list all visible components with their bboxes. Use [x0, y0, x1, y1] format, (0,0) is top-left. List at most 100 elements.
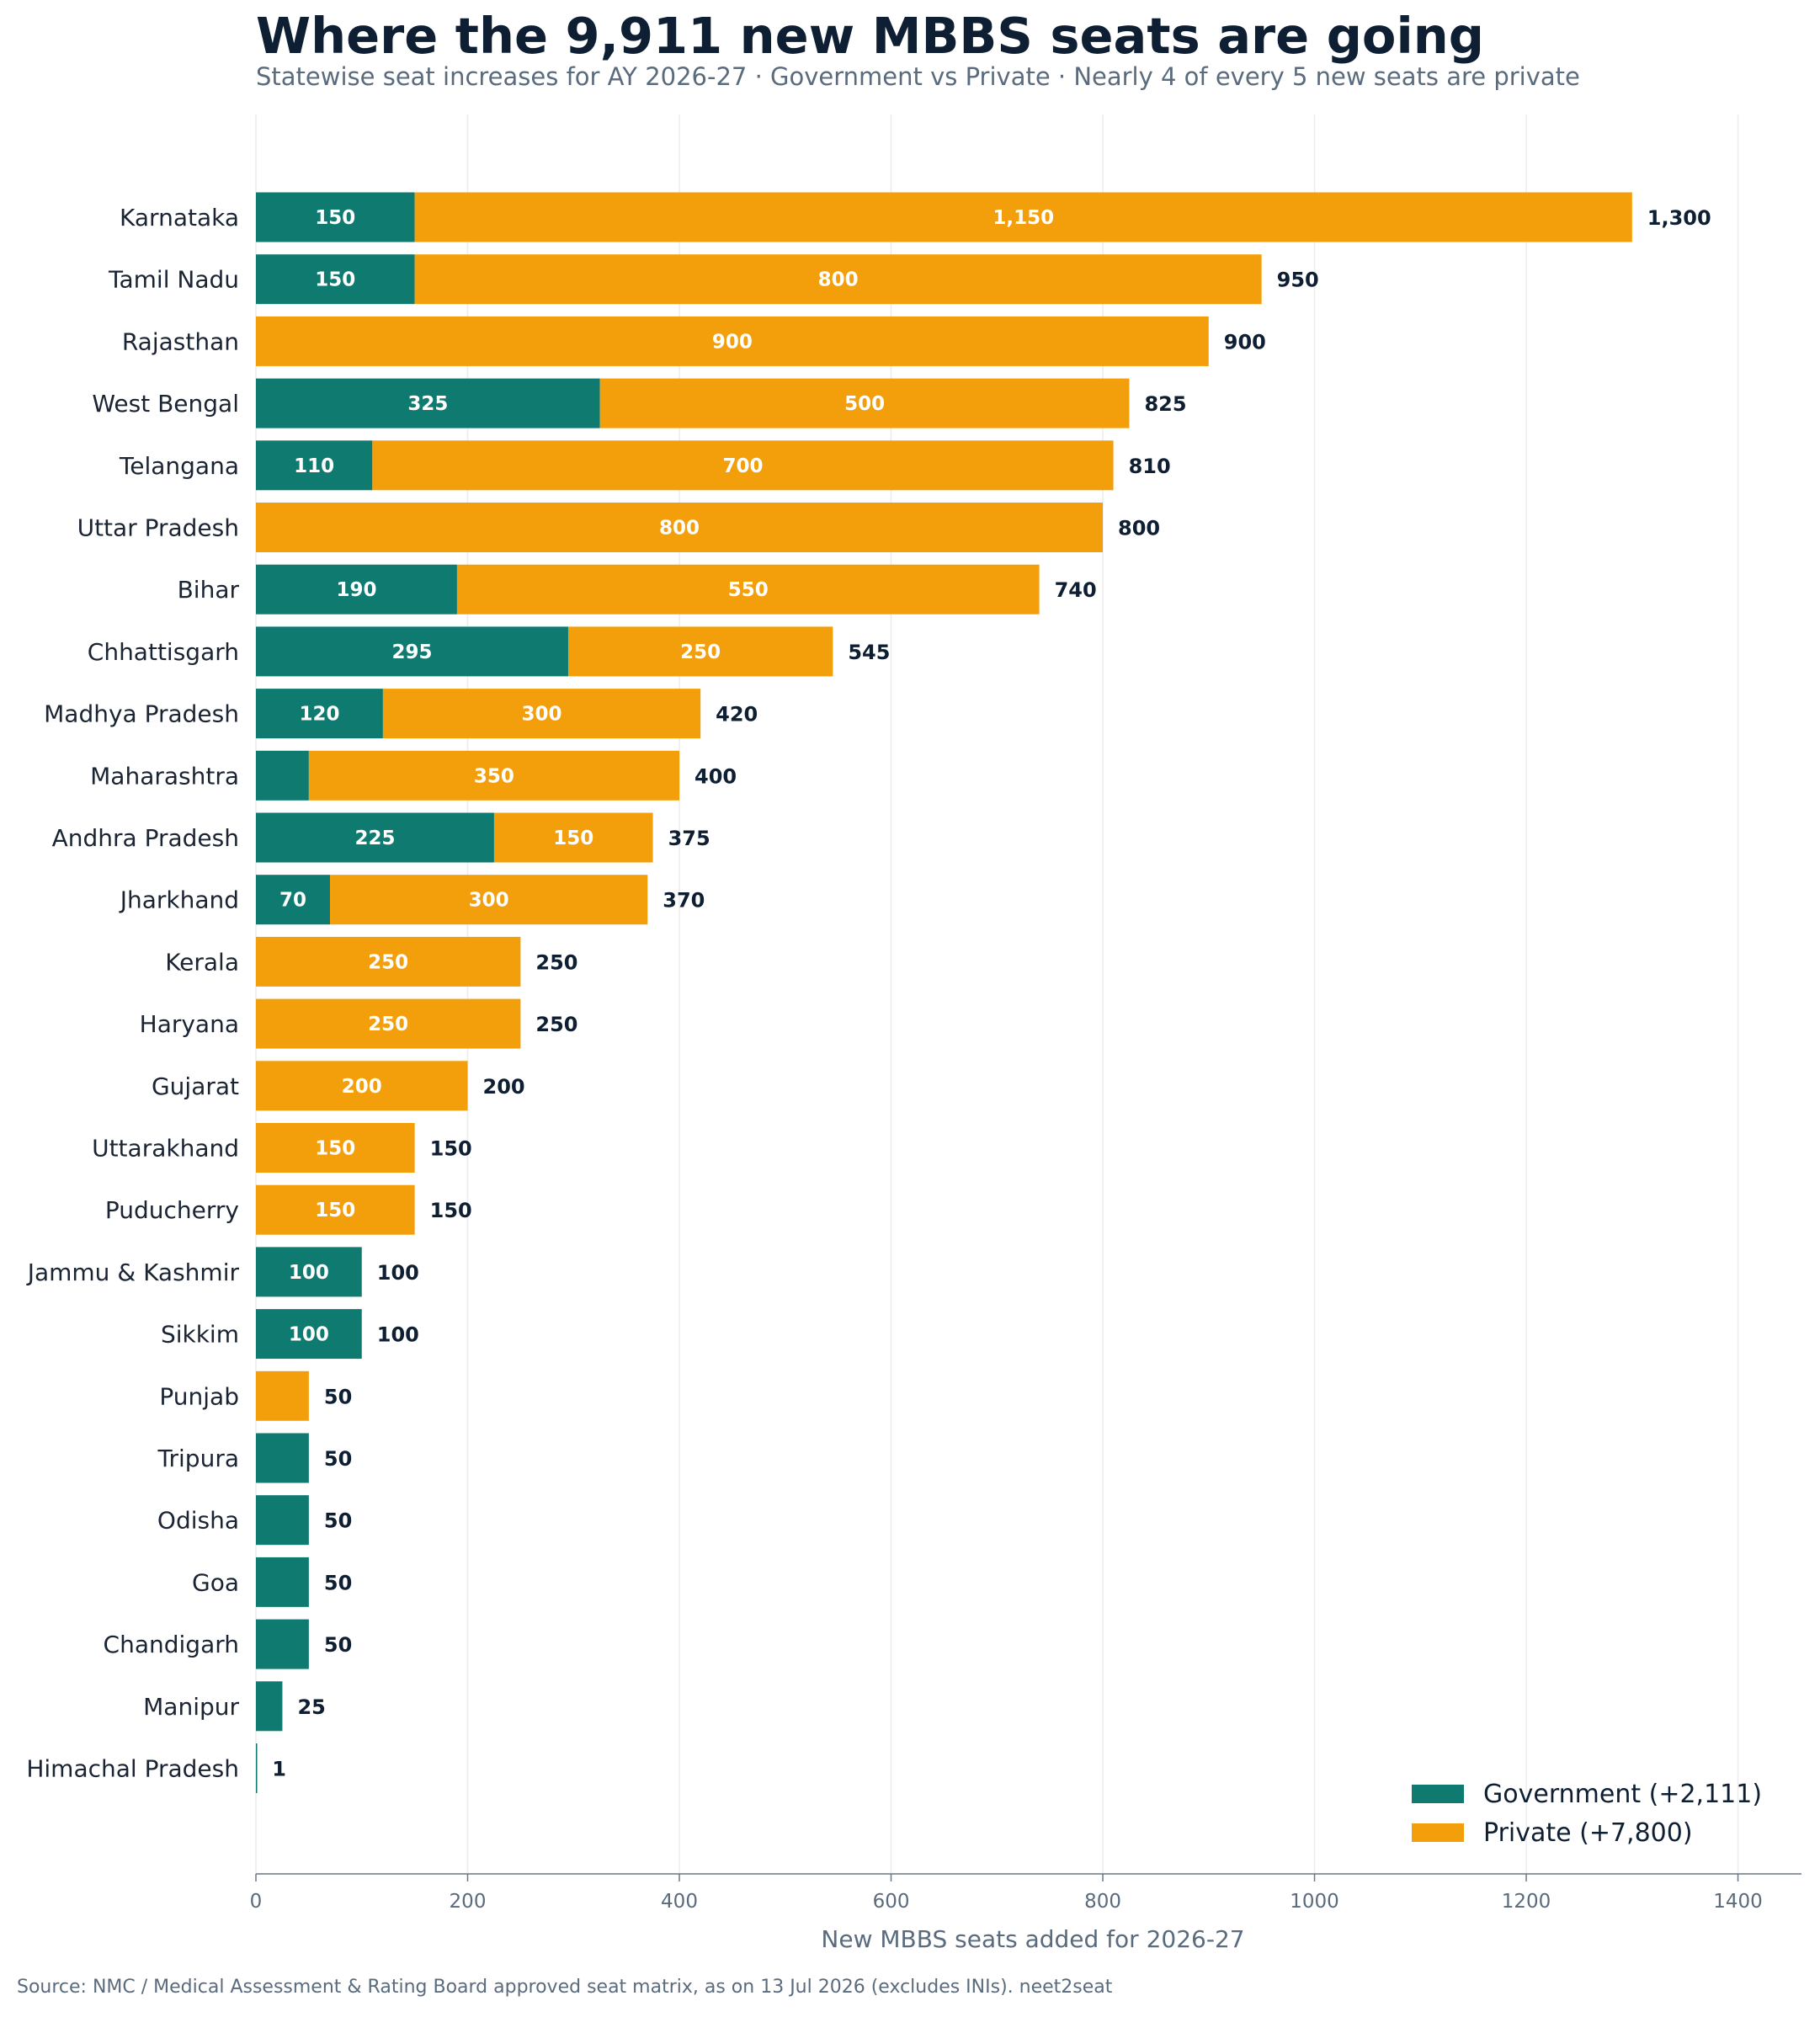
- state-label: Bihar: [178, 576, 240, 604]
- bar-government: [256, 1247, 362, 1297]
- state-label: Puducherry: [105, 1196, 239, 1224]
- x-tick-label: 200: [450, 1891, 487, 1913]
- private-value-label: 900: [712, 331, 753, 353]
- total-value-label: 50: [324, 1447, 352, 1471]
- state-label: Goa: [192, 1568, 239, 1596]
- bar-private: [256, 1184, 415, 1235]
- total-value-label: 1,300: [1647, 206, 1711, 230]
- bar-government: [256, 440, 373, 491]
- total-value-label: 50: [324, 1633, 352, 1657]
- private-value-label: 1,150: [992, 207, 1054, 229]
- state-label: Uttarakhand: [92, 1135, 239, 1163]
- bar-government: [256, 1495, 309, 1546]
- total-value-label: 250: [535, 1013, 577, 1036]
- total-value-label: 800: [1118, 517, 1160, 540]
- government-value-label: 110: [294, 455, 334, 477]
- private-value-label: 150: [315, 1138, 355, 1160]
- private-value-label: 300: [522, 704, 562, 726]
- government-value-label: 150: [315, 269, 355, 291]
- bar-government: [256, 1743, 258, 1793]
- state-label: Sikkim: [161, 1321, 239, 1349]
- total-value-label: 250: [535, 950, 577, 974]
- bar-private: [256, 1123, 415, 1173]
- private-value-label: 550: [728, 579, 769, 601]
- state-label: Madhya Pradesh: [44, 700, 239, 728]
- private-value-label: 800: [659, 518, 700, 540]
- bar-private: [567, 626, 833, 677]
- state-label: Uttar Pradesh: [77, 514, 239, 542]
- bar-private: [256, 1370, 309, 1421]
- bar-government: [256, 1309, 362, 1360]
- bar-private: [256, 998, 521, 1049]
- government-value-label: 70: [279, 890, 306, 912]
- state-label: Tamil Nadu: [108, 266, 239, 294]
- bars: [256, 192, 1632, 1793]
- private-value-label: 200: [342, 1076, 382, 1098]
- total-value-label: 50: [324, 1509, 352, 1533]
- private-value-label: 800: [818, 269, 859, 291]
- private-value-label: 250: [368, 1014, 408, 1035]
- state-label: Maharashtra: [90, 762, 239, 790]
- bar-private: [414, 254, 1262, 305]
- state-label: Himachal Pradesh: [26, 1755, 239, 1783]
- chart-subtitle: Statewise seat increases for AY 2026-27 …: [256, 62, 1580, 91]
- total-value-label: 200: [483, 1075, 525, 1099]
- x-tick-label: 1000: [1290, 1891, 1339, 1913]
- total-value-label: 420: [716, 703, 758, 726]
- source-note: Source: NMC / Medical Assessment & Ratin…: [17, 1977, 1113, 1998]
- government-value-label: 100: [289, 1262, 329, 1284]
- state-label: Jharkhand: [119, 886, 239, 914]
- x-tick-label: 0: [250, 1891, 263, 1913]
- government-value-label: 190: [336, 579, 376, 601]
- x-axis-title: New MBBS seats added for 2026-27: [821, 1925, 1244, 1953]
- total-value-label: 825: [1144, 392, 1186, 416]
- total-value-label: 740: [1055, 578, 1097, 602]
- bar-government: [256, 875, 331, 925]
- state-label: Chandigarh: [104, 1631, 239, 1658]
- bar-government: [256, 1433, 309, 1483]
- total-value-label: 375: [668, 827, 710, 850]
- bar-government: [256, 750, 309, 801]
- bar-government: [256, 378, 600, 428]
- bar-private: [493, 812, 653, 863]
- x-tick-label: 800: [1084, 1891, 1121, 1913]
- private-value-label: 250: [680, 641, 721, 663]
- chart-title: Where the 9,911 new MBBS seats are going: [256, 7, 1484, 65]
- state-label: Rajasthan: [122, 327, 239, 355]
- bar-private: [414, 192, 1632, 242]
- state-label: Telangana: [119, 452, 239, 480]
- bar-government: [256, 192, 415, 242]
- bar-private: [330, 875, 648, 925]
- total-value-label: 545: [848, 641, 890, 664]
- state-label: Karnataka: [120, 204, 239, 232]
- private-value-label: 350: [474, 765, 514, 787]
- government-value-label: 100: [289, 1324, 329, 1346]
- state-label: Tripura: [157, 1445, 239, 1472]
- total-value-label: 400: [694, 764, 737, 788]
- state-label: Jammu & Kashmir: [26, 1259, 240, 1286]
- total-value-label: 900: [1224, 330, 1266, 354]
- state-label: Gujarat: [152, 1072, 239, 1100]
- government-value-label: 120: [299, 704, 339, 726]
- x-tick-label: 600: [873, 1891, 910, 1913]
- bar-private: [382, 689, 701, 739]
- bar-private: [256, 1061, 468, 1111]
- total-value-label: 100: [377, 1323, 419, 1347]
- bar-private: [256, 316, 1209, 366]
- private-value-label: 700: [722, 455, 763, 477]
- x-tick-label: 1200: [1502, 1891, 1551, 1913]
- bar-government: [256, 812, 494, 863]
- private-value-label: 150: [315, 1200, 355, 1221]
- bar-government: [256, 1681, 283, 1732]
- bar-government: [256, 1557, 309, 1607]
- bar-private: [308, 750, 680, 801]
- bar-private: [256, 503, 1104, 552]
- legend-label-private: Private (+7,800): [1483, 1818, 1693, 1848]
- total-value-label: 50: [324, 1385, 352, 1408]
- legend: Government (+2,111) Private (+7,800): [1412, 1780, 1762, 1848]
- state-label: Chhattisgarh: [88, 638, 239, 666]
- state-label: Andhra Pradesh: [52, 824, 239, 852]
- government-value-label: 325: [407, 393, 448, 415]
- x-axis: 0 200 400 600 800 1000 1200 1400 New MBBS seats …: [250, 1873, 1801, 1953]
